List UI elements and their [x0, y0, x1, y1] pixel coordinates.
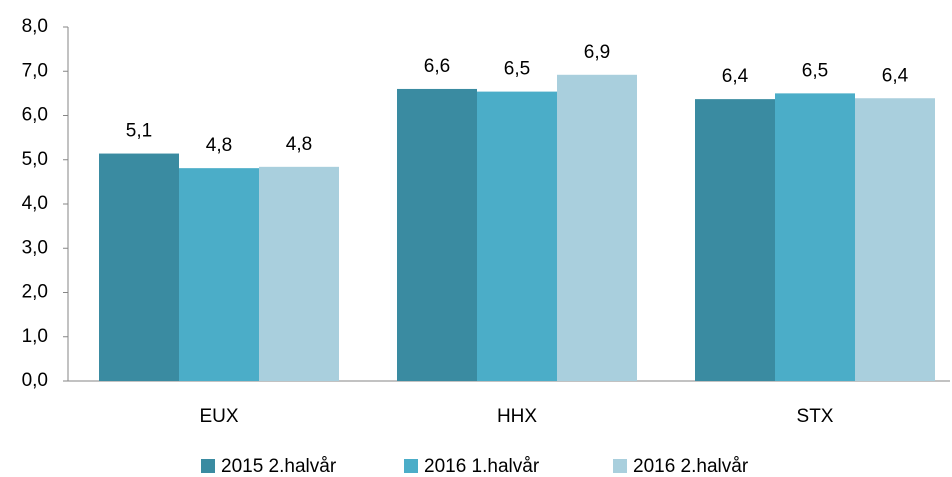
bar: [99, 153, 179, 381]
bar: [397, 88, 477, 381]
y-tick-label: 4,0: [22, 193, 48, 214]
value-label: 6,5: [504, 59, 530, 80]
bar: [775, 93, 855, 381]
x-tick-label: HHX: [497, 406, 537, 427]
legend-swatch: [404, 459, 418, 473]
bar: [855, 98, 935, 382]
x-tick-label: EUX: [199, 406, 238, 427]
value-label: 5,1: [126, 121, 152, 142]
y-tick-label: 7,0: [22, 60, 48, 81]
legend-label: 2016 1.halvår: [424, 456, 540, 477]
value-label: 6,4: [722, 66, 749, 87]
y-tick-label: 0,0: [22, 370, 48, 391]
bar: [557, 74, 637, 381]
legend-swatch: [201, 459, 215, 473]
value-label: 6,9: [584, 42, 610, 63]
y-tick-label: 1,0: [22, 326, 48, 347]
y-tick-label: 8,0: [22, 16, 48, 37]
y-tick-label: 5,0: [22, 149, 48, 170]
value-label: 6,6: [424, 56, 450, 77]
legend-label: 2015 2.halvår: [221, 456, 337, 477]
y-tick-label: 3,0: [22, 237, 48, 258]
value-label: 4,8: [206, 135, 232, 156]
y-tick-label: 6,0: [22, 105, 48, 126]
y-tick-label: 2,0: [22, 282, 48, 303]
value-label: 6,4: [882, 65, 909, 86]
bar: [179, 168, 259, 381]
bar: [477, 91, 557, 381]
value-label: 6,5: [802, 60, 828, 81]
legend-label: 2016 2.halvår: [633, 456, 749, 477]
x-tick-label: STX: [797, 406, 834, 427]
bar: [259, 166, 339, 381]
legend-swatch: [613, 459, 627, 473]
value-label: 4,8: [286, 134, 312, 155]
bar: [695, 99, 775, 381]
